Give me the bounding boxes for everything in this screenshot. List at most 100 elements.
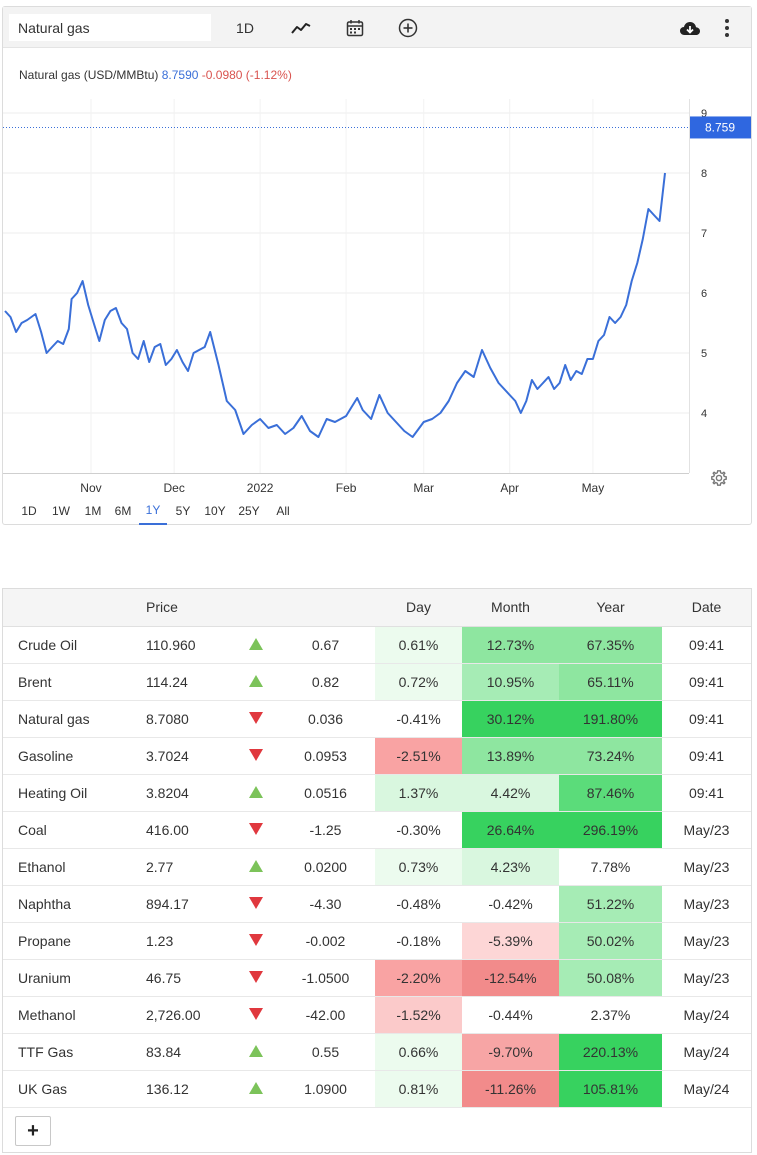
row-date: 09:41 bbox=[662, 737, 751, 775]
x-tick-label: Dec bbox=[163, 481, 184, 495]
row-year-change: 7.78% bbox=[559, 848, 662, 886]
arrow-up-icon bbox=[249, 859, 263, 872]
row-date: May/23 bbox=[662, 811, 751, 849]
row-year-change: 220.13% bbox=[559, 1033, 662, 1071]
range-button-1d[interactable]: 1D bbox=[21, 504, 37, 518]
row-name[interactable]: Brent bbox=[3, 663, 131, 701]
arrow-up-icon bbox=[249, 674, 263, 687]
row-year-change: 67.35% bbox=[559, 626, 662, 664]
row-price: 114.24 bbox=[131, 663, 236, 701]
row-direction bbox=[236, 1070, 276, 1108]
row-name[interactable]: Uranium bbox=[3, 959, 131, 997]
row-change: -1.25 bbox=[276, 811, 375, 849]
row-day-change: 0.73% bbox=[375, 848, 462, 886]
row-name[interactable]: UK Gas bbox=[3, 1070, 131, 1108]
row-day-change: -2.51% bbox=[375, 737, 462, 775]
row-name[interactable]: Ethanol bbox=[3, 848, 131, 886]
table-row[interactable]: Ethanol 2.77 0.0200 0.73% 4.23% 7.78% May/23 bbox=[3, 848, 751, 886]
range-button-1m[interactable]: 1M bbox=[84, 504, 102, 518]
row-name[interactable]: Heating Oil bbox=[3, 774, 131, 812]
row-direction bbox=[236, 700, 276, 738]
chart-toolbar: 1D bbox=[3, 7, 751, 48]
row-price: 3.7024 bbox=[131, 737, 236, 775]
last-price-label: 8.759 bbox=[705, 120, 735, 134]
table-row[interactable]: Natural gas 8.7080 0.036 -0.41% 30.12% 191.80… bbox=[3, 700, 751, 738]
range-button-10y[interactable]: 10Y bbox=[204, 504, 226, 518]
row-price: 136.12 bbox=[131, 1070, 236, 1108]
row-year-change: 50.02% bbox=[559, 922, 662, 960]
range-button-1w[interactable]: 1W bbox=[52, 504, 70, 518]
row-name[interactable]: Propane bbox=[3, 922, 131, 960]
range-button-5y[interactable]: 5Y bbox=[175, 504, 191, 518]
chart-legend: Natural gas (USD/MMBtu) 8.7590 -0.0980 (… bbox=[19, 68, 292, 82]
row-month-change: 4.23% bbox=[462, 848, 559, 886]
row-name[interactable]: Coal bbox=[3, 811, 131, 849]
cloud-download-icon[interactable] bbox=[675, 15, 705, 41]
row-change: -1.0500 bbox=[276, 959, 375, 997]
row-month-change: -11.26% bbox=[462, 1070, 559, 1108]
range-button-6m[interactable]: 6M bbox=[114, 504, 132, 518]
range-selector: 1D 1W 1M 6M 1Y 5Y 10Y 25Y All bbox=[3, 497, 303, 525]
row-price: 894.17 bbox=[131, 885, 236, 923]
header-arrow bbox=[236, 589, 276, 627]
gear-icon[interactable] bbox=[710, 469, 728, 487]
row-name[interactable]: TTF Gas bbox=[3, 1033, 131, 1071]
plus-circle-icon[interactable] bbox=[393, 15, 423, 41]
symbol-input[interactable] bbox=[9, 14, 211, 41]
row-date: May/23 bbox=[662, 922, 751, 960]
table-row[interactable]: UK Gas 136.12 1.0900 0.81% -11.26% 105.81% May… bbox=[3, 1070, 751, 1108]
row-name[interactable]: Natural gas bbox=[3, 700, 131, 738]
vertical-dots-icon[interactable] bbox=[715, 15, 739, 41]
row-change: 0.82 bbox=[276, 663, 375, 701]
table-row[interactable]: TTF Gas 83.84 0.55 0.66% -9.70% 220.13% May/24 bbox=[3, 1033, 751, 1071]
arrow-up-icon bbox=[249, 637, 263, 650]
range-button-25y[interactable]: 25Y bbox=[238, 504, 260, 518]
x-tick-label: May bbox=[582, 481, 605, 495]
row-name[interactable]: Crude Oil bbox=[3, 626, 131, 664]
row-name[interactable]: Gasoline bbox=[3, 737, 131, 775]
table-row[interactable]: Coal 416.00 -1.25 -0.30% 26.64% 296.19% May/23 bbox=[3, 811, 751, 849]
calendar-icon[interactable] bbox=[340, 15, 370, 41]
row-direction bbox=[236, 663, 276, 701]
y-tick-label: 9 bbox=[701, 108, 707, 120]
table-row[interactable]: Crude Oil 110.960 0.67 0.61% 12.73% 67.35% 09:… bbox=[3, 626, 751, 664]
row-change: -42.00 bbox=[276, 996, 375, 1034]
table-row[interactable]: Naphtha 894.17 -4.30 -0.48% -0.42% 51.22% May/… bbox=[3, 885, 751, 923]
row-date: May/23 bbox=[662, 848, 751, 886]
row-month-change: 4.42% bbox=[462, 774, 559, 812]
table-row[interactable]: Gasoline 3.7024 0.0953 -2.51% 13.89% 73.24% 09… bbox=[3, 737, 751, 775]
table-row[interactable]: Brent 114.24 0.82 0.72% 10.95% 65.11% 09:41 bbox=[3, 663, 751, 701]
range-button-1y[interactable]: 1Y bbox=[139, 497, 167, 525]
table-row[interactable]: Methanol 2,726.00 -42.00 -1.52% -0.44% 2.37% M… bbox=[3, 996, 751, 1034]
row-day-change: 0.81% bbox=[375, 1070, 462, 1108]
row-change: -4.30 bbox=[276, 885, 375, 923]
row-month-change: -0.44% bbox=[462, 996, 559, 1034]
row-price: 110.960 bbox=[131, 626, 236, 664]
legend-name: Natural gas (USD/MMBtu) bbox=[19, 68, 159, 82]
row-price: 8.7080 bbox=[131, 700, 236, 738]
arrow-up-icon bbox=[249, 1044, 263, 1057]
row-month-change: 12.73% bbox=[462, 626, 559, 664]
y-tick-label: 5 bbox=[701, 348, 707, 360]
row-name[interactable]: Methanol bbox=[3, 996, 131, 1034]
table-row[interactable]: Propane 1.23 -0.002 -0.18% -5.39% 50.02% May/2… bbox=[3, 922, 751, 960]
row-direction bbox=[236, 959, 276, 997]
row-day-change: 1.37% bbox=[375, 774, 462, 812]
interval-button[interactable]: 1D bbox=[236, 20, 254, 36]
line-chart-icon[interactable] bbox=[286, 15, 316, 41]
table-row[interactable]: Uranium 46.75 -1.0500 -2.20% -12.54% 50.08% Ma… bbox=[3, 959, 751, 997]
price-chart[interactable]: 9 8 7 6 5 4 Nov Dec 2022 Feb Mar Apr May 8.759 bbox=[3, 99, 751, 495]
header-year: Year bbox=[559, 589, 662, 627]
commodities-table-panel: Price Day Month Year Date Crude Oil 110.9… bbox=[2, 588, 752, 1153]
table-header-row: Price Day Month Year Date bbox=[3, 589, 751, 627]
row-month-change: 26.64% bbox=[462, 811, 559, 849]
add-commodity-button[interactable]: + bbox=[15, 1116, 51, 1146]
row-name[interactable]: Naphtha bbox=[3, 885, 131, 923]
row-date: 09:41 bbox=[662, 700, 751, 738]
row-change: 0.55 bbox=[276, 1033, 375, 1071]
range-button-all[interactable]: All bbox=[276, 504, 290, 518]
header-day: Day bbox=[375, 589, 462, 627]
legend-price: 8.7590 bbox=[161, 68, 199, 82]
table-row[interactable]: Heating Oil 3.8204 0.0516 1.37% 4.42% 87.46% 0… bbox=[3, 774, 751, 812]
legend-change: -0.0980 (-1.12%) bbox=[201, 68, 292, 82]
